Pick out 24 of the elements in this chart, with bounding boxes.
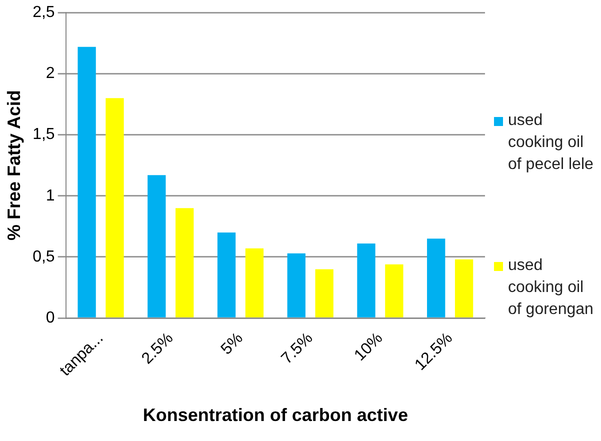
x-tick-label: 10%: [351, 330, 386, 364]
y-tick-label: 1,5: [32, 126, 55, 144]
legend-label: used cooking oil of pecel lele: [508, 111, 594, 175]
bar: [315, 269, 334, 318]
bar: [245, 248, 264, 318]
x-tick-label: 5%: [218, 330, 246, 358]
bar: [357, 244, 376, 318]
bar: [148, 175, 166, 318]
x-axis-title: Konsentration of carbon active: [142, 405, 408, 426]
y-tick-label: 2: [46, 65, 55, 82]
bar: [427, 238, 446, 318]
legend-label: used cooking oil of gorengan: [508, 256, 594, 320]
bar: [106, 98, 124, 318]
y-tick-label: 0: [46, 309, 55, 326]
y-tick-label: 0,5: [32, 248, 55, 266]
bar: [287, 253, 306, 318]
y-axis-title: % Free Fatty Acid: [4, 90, 24, 241]
bar: [385, 264, 404, 318]
bar: [78, 46, 96, 318]
y-tick-label: 1: [46, 187, 55, 204]
bar: [176, 208, 194, 318]
y-tick-label: 2,5: [32, 4, 55, 22]
bar: [454, 259, 474, 318]
bar: [217, 232, 236, 318]
